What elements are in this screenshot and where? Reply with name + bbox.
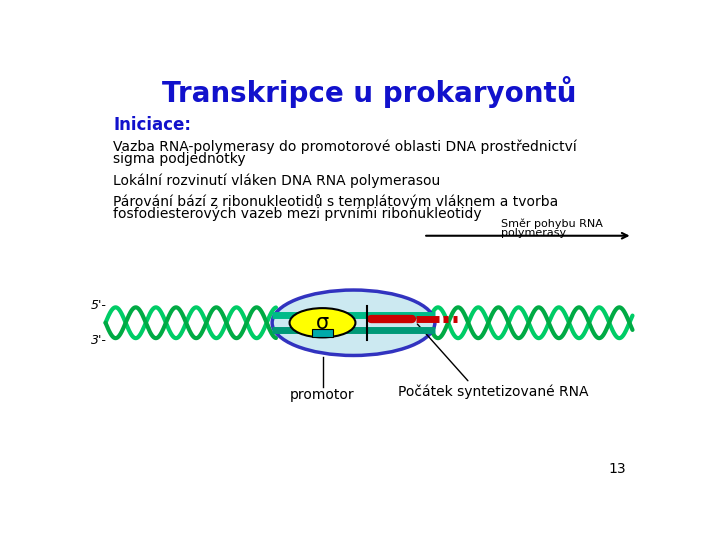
Text: Iniciace:: Iniciace:: [113, 116, 192, 134]
Ellipse shape: [272, 290, 435, 355]
Text: Párování bází z ribonukleotidů s templátovým vláknem a tvorba: Párování bází z ribonukleotidů s templát…: [113, 194, 559, 210]
Text: Lokální rozvinutí vláken DNA RNA polymerasou: Lokální rozvinutí vláken DNA RNA polymer…: [113, 173, 441, 187]
Text: Vazba RNA-polymerasy do promotorové oblasti DNA prostřednictví: Vazba RNA-polymerasy do promotorové obla…: [113, 140, 577, 154]
Text: sigma podjednotky: sigma podjednotky: [113, 152, 246, 166]
Text: Směr pohybu RNA: Směr pohybu RNA: [500, 219, 603, 230]
Text: Počátek syntetizované RNA: Počátek syntetizované RNA: [397, 384, 588, 399]
Ellipse shape: [289, 308, 356, 338]
Text: 13: 13: [608, 462, 626, 476]
Text: 3'-: 3'-: [91, 334, 107, 347]
Text: polymerasy: polymerasy: [500, 228, 566, 239]
FancyBboxPatch shape: [312, 329, 333, 336]
Text: 5'-: 5'-: [91, 299, 107, 312]
Text: fosfodiesterových vazeb mezi prvními ribonukleotidy: fosfodiesterových vazeb mezi prvními rib…: [113, 206, 482, 221]
Text: σ: σ: [316, 313, 329, 333]
Text: promotor: promotor: [290, 388, 355, 402]
Text: Transkripce u prokaryontů: Transkripce u prokaryontů: [162, 76, 576, 108]
